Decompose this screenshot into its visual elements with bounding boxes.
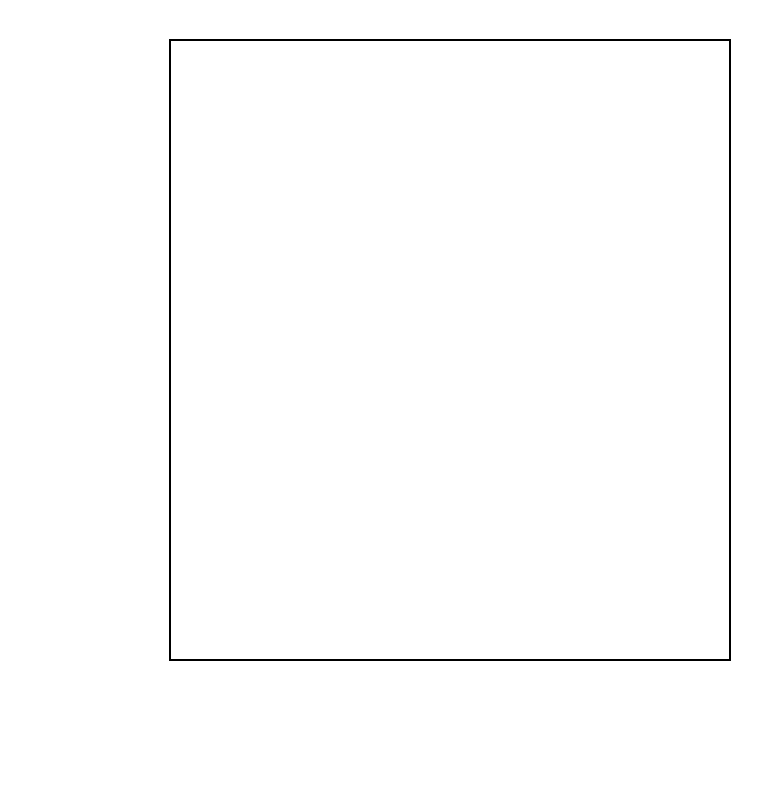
chart-svg [0, 0, 780, 785]
plot-area [170, 40, 730, 660]
scatter-chart [0, 0, 780, 785]
